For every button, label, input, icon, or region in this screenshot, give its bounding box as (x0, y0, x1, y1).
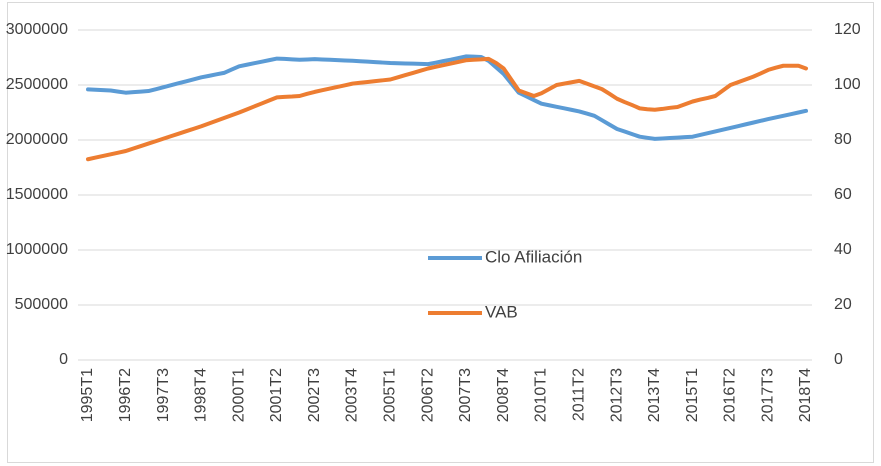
x-tick-label: 2017T3 (759, 368, 776, 422)
x-tick-label: 2013T4 (646, 368, 663, 422)
x-tick-label: 2012T3 (608, 368, 625, 422)
x-tick-label: 2011T2 (570, 368, 587, 421)
y2-tick-label: 120 (834, 21, 861, 38)
x-tick-label: 2018T4 (797, 368, 814, 422)
legend-label: Clo Afiliación (485, 247, 582, 266)
x-tick-label: 2005T1 (382, 368, 399, 422)
y-tick-label: 2000000 (6, 131, 68, 148)
y2-tick-label: 60 (834, 186, 852, 203)
x-tick-label: 2016T2 (722, 368, 739, 422)
y2-tick-label: 40 (834, 241, 852, 258)
legend-label: VAB (485, 302, 518, 321)
x-tick-label: 2008T4 (495, 368, 512, 422)
x-tick-label: 2000T1 (230, 368, 247, 422)
y-tick-label: 1500000 (6, 186, 68, 203)
y2-tick-label: 80 (834, 131, 852, 148)
y-tick-label: 0 (59, 351, 68, 368)
y-tick-label: 2500000 (6, 76, 68, 93)
y2-tick-label: 20 (834, 296, 852, 313)
x-tick-label: 2007T3 (457, 368, 474, 422)
x-tick-label: 2015T1 (684, 368, 701, 422)
x-tick-label: 1996T2 (117, 368, 134, 422)
y-tick-label: 1000000 (6, 241, 68, 258)
y2-tick-label: 100 (834, 76, 861, 93)
series-line (86, 54, 808, 141)
y-tick-label: 3000000 (6, 21, 68, 38)
x-tick-label: 2002T3 (306, 368, 323, 422)
series-line (86, 56, 808, 162)
x-tick-label: 2003T4 (344, 368, 361, 422)
chart-frame (7, 2, 874, 463)
x-tick-label: 2006T2 (419, 368, 436, 422)
x-tick-label: 2001T2 (268, 368, 285, 422)
y2-tick-label: 0 (834, 351, 843, 368)
x-tick-label: 2010T1 (533, 368, 550, 422)
y-tick-label: 500000 (15, 296, 68, 313)
x-tick-label: 1995T1 (79, 368, 96, 422)
x-tick-label: 1998T4 (193, 368, 210, 422)
x-tick-label: 1997T3 (155, 368, 172, 422)
